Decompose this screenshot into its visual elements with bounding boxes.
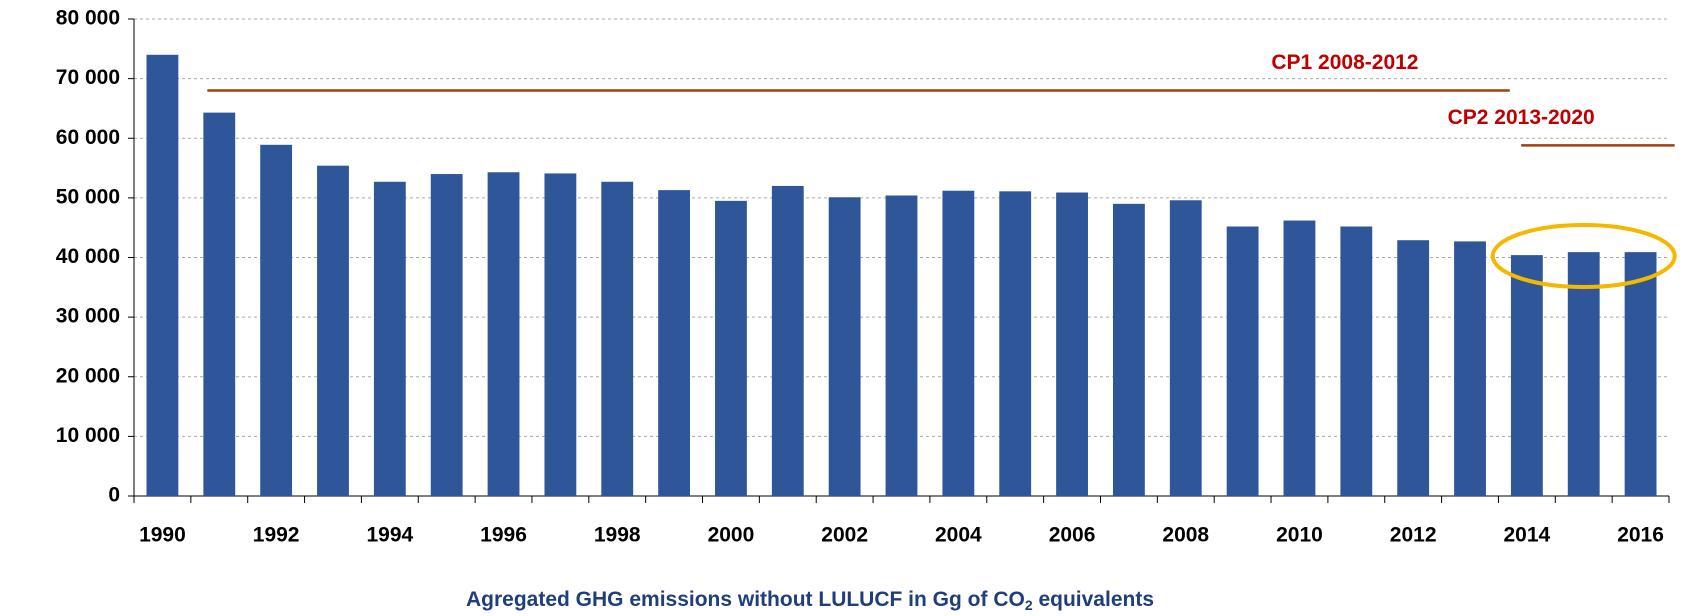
x-tick-label: 2006: [1049, 524, 1096, 547]
bar: [1397, 240, 1430, 496]
bar: [430, 174, 463, 496]
bar: [1624, 252, 1657, 496]
bar: [1340, 226, 1373, 496]
x-tick-label: 2004: [935, 524, 982, 547]
x-tick-label: 1992: [253, 524, 300, 547]
annotation-label: CP2 2013-2020: [1448, 106, 1595, 129]
bar: [1510, 255, 1543, 496]
bar: [544, 173, 577, 496]
x-tick-label: 1994: [366, 524, 413, 547]
bar: [1283, 220, 1316, 496]
x-tick-label: 2014: [1504, 524, 1551, 547]
bar: [1112, 203, 1145, 496]
x-tick-label: 1990: [139, 524, 186, 547]
bar: [373, 181, 406, 496]
x-tick-label: 1996: [480, 524, 527, 547]
title-part: Agregated GHG emissions without LULUCF i…: [466, 588, 1025, 611]
bar: [999, 191, 1032, 496]
bar: [1454, 241, 1486, 496]
title-part: equivalents: [1033, 588, 1154, 611]
bar: [487, 172, 520, 496]
x-tick-label: 2000: [708, 524, 755, 547]
y-tick-label: 0: [108, 484, 120, 507]
x-tick-label: 2002: [821, 524, 868, 547]
y-tick-label: 40 000: [56, 245, 120, 268]
y-tick-label: 20 000: [56, 364, 120, 387]
bar: [1567, 252, 1600, 496]
y-tick-label: 30 000: [56, 305, 120, 328]
y-tick-label: 80 000: [56, 7, 120, 30]
bar: [658, 190, 691, 496]
bar: [203, 112, 236, 496]
highlight-ellipse: [1490, 223, 1677, 289]
title-subscript: 2: [1025, 597, 1033, 613]
bar: [828, 197, 861, 496]
bar: [1226, 226, 1259, 496]
bar: [715, 200, 747, 496]
y-tick-label: 60 000: [56, 126, 120, 149]
y-tick-label: 10 000: [56, 424, 120, 447]
bar: [771, 185, 804, 496]
annotation-label: CP1 2008-2012: [1271, 51, 1418, 74]
bar: [146, 54, 179, 497]
y-tick-label: 70 000: [56, 66, 120, 89]
x-tick-label: 2012: [1390, 524, 1437, 547]
x-tick-label: 2016: [1617, 524, 1664, 547]
x-tick-label: 1998: [594, 524, 641, 547]
bar: [260, 144, 293, 496]
bar: [317, 165, 349, 497]
x-tick-label: 2010: [1276, 524, 1323, 547]
bar: [1056, 192, 1088, 497]
bar: [942, 190, 975, 496]
bar: [601, 181, 634, 496]
bar: [1169, 200, 1202, 496]
x-tick-label: 2008: [1162, 524, 1209, 547]
y-tick-label: 50 000: [56, 185, 120, 208]
chart-title: Agregated GHG emissions without LULUCF i…: [466, 588, 1154, 613]
bar: [885, 195, 918, 497]
